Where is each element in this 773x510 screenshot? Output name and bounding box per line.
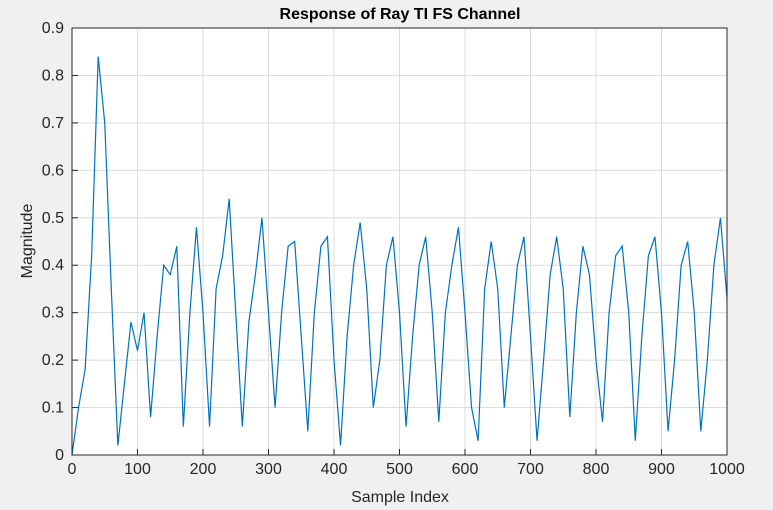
data-line [71, 56, 728, 456]
y-axis-label: Magnitude [19, 204, 36, 279]
x-axis-label: Sample Index [351, 489, 449, 506]
x-tick-label: 800 [583, 461, 610, 478]
x-tick-label: 900 [648, 461, 675, 478]
x-tick-label: 100 [124, 461, 151, 478]
y-tick-label: 0.9 [42, 20, 64, 37]
x-tick-label: 700 [517, 461, 544, 478]
x-tick-label: 500 [386, 461, 413, 478]
x-tick-label: 200 [190, 461, 217, 478]
y-tick-label: 0.5 [42, 210, 64, 227]
y-tick-label: 0.4 [42, 257, 64, 274]
y-tick-label: 0.8 [42, 67, 64, 84]
x-tick-label: 1000 [709, 461, 745, 478]
y-tick-label: 0.1 [42, 400, 64, 417]
y-tick-label: 0.3 [42, 305, 64, 322]
x-tick-label: 600 [452, 461, 479, 478]
marks [71, 56, 728, 456]
y-tick-label: 0.7 [42, 115, 64, 132]
y-tick-label: 0 [55, 447, 64, 464]
y-tick-label: 0.2 [42, 352, 64, 369]
x-tick-label: 400 [321, 461, 348, 478]
x-tick-label: 300 [255, 461, 282, 478]
chart-title: Response of Ray TI FS Channel [280, 6, 521, 23]
x-tick-label: 0 [68, 461, 77, 478]
y-tick-label: 0.6 [42, 162, 64, 179]
